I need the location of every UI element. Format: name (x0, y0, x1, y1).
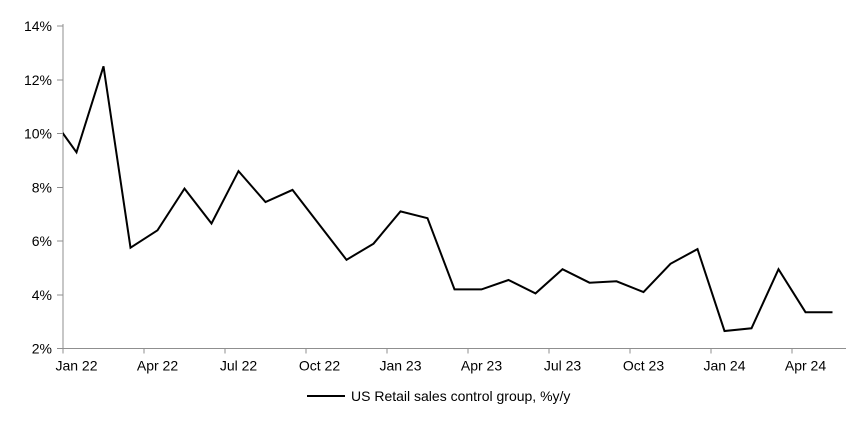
x-tick-label: Oct 22 (299, 358, 340, 374)
series-line (63, 66, 833, 333)
axes (57, 24, 846, 354)
x-tick-label: Jan 22 (55, 358, 97, 374)
y-tick-label: 10% (24, 126, 52, 142)
legend-line-sample (307, 395, 345, 397)
legend-label: US Retail sales control group, %y/y (351, 388, 571, 404)
x-tick-label: Jan 24 (703, 358, 745, 374)
y-tick-label: 2% (32, 341, 52, 357)
x-tick-label: Apr 23 (461, 358, 502, 374)
x-tick-label: Jul 23 (544, 358, 582, 374)
y-tick-label: 6% (32, 233, 52, 249)
legend: US Retail sales control group, %y/y (307, 388, 570, 404)
x-tick-label: Jul 22 (220, 358, 258, 374)
y-tick-label: 8% (32, 179, 52, 195)
x-tick-label: Oct 23 (623, 358, 664, 374)
x-tick-label: Apr 24 (785, 358, 826, 374)
x-tick-label: Apr 22 (137, 358, 178, 374)
y-tick-label: 14% (24, 18, 52, 34)
x-tick-label: Jan 23 (379, 358, 421, 374)
y-tick-label: 12% (24, 72, 52, 88)
y-tick-label: 4% (32, 287, 52, 303)
